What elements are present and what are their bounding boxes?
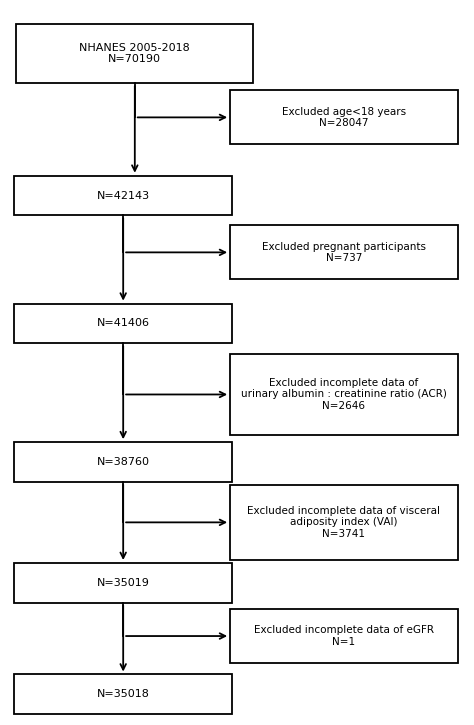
Text: Excluded incomplete data of visceral
adiposity index (VAI)
N=3741: Excluded incomplete data of visceral adi… [247,506,440,539]
FancyBboxPatch shape [14,563,232,602]
FancyBboxPatch shape [14,175,232,215]
FancyBboxPatch shape [14,304,232,344]
FancyBboxPatch shape [14,674,232,714]
Text: N=35018: N=35018 [97,689,150,700]
FancyBboxPatch shape [230,225,457,279]
Text: N=42143: N=42143 [97,191,150,201]
Text: Excluded incomplete data of
urinary albumin : creatinine ratio (ACR)
N=2646: Excluded incomplete data of urinary albu… [241,378,447,411]
Text: Excluded pregnant participants
N=737: Excluded pregnant participants N=737 [262,241,426,263]
Text: N=38760: N=38760 [97,457,150,467]
FancyBboxPatch shape [230,485,457,560]
FancyBboxPatch shape [17,24,253,83]
Text: N=41406: N=41406 [97,318,150,328]
Text: N=35019: N=35019 [97,578,150,588]
FancyBboxPatch shape [14,442,232,482]
Text: Excluded age<18 years
N=28047: Excluded age<18 years N=28047 [282,107,406,128]
Text: NHANES 2005-2018
N=70190: NHANES 2005-2018 N=70190 [80,43,190,65]
FancyBboxPatch shape [230,354,457,435]
FancyBboxPatch shape [230,609,457,663]
FancyBboxPatch shape [230,91,457,144]
Text: Excluded incomplete data of eGFR
N=1: Excluded incomplete data of eGFR N=1 [254,625,434,647]
